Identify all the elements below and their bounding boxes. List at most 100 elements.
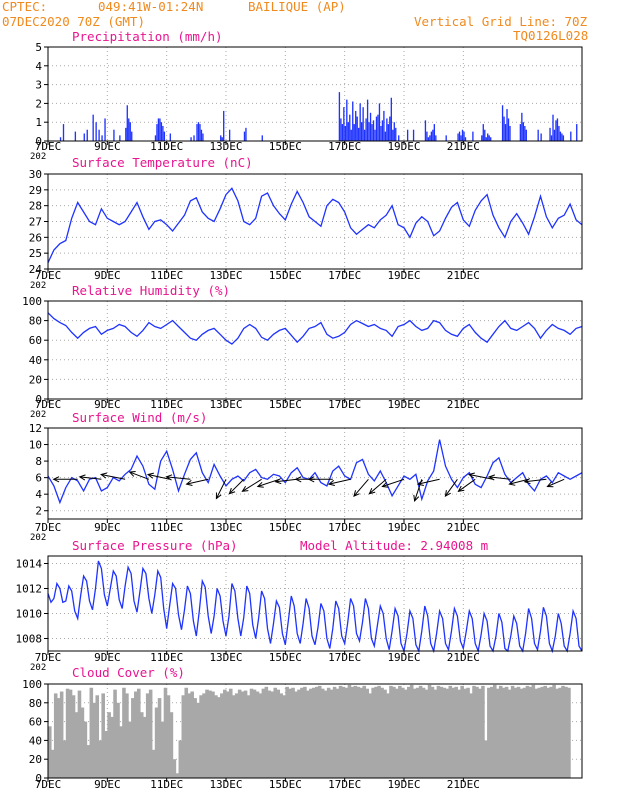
cloud-bar [353,685,358,778]
cloud-bar [362,685,367,778]
cloud-bar [231,695,236,778]
precip-bar [343,107,345,141]
cloud-bar [226,691,230,778]
wind-vector [458,478,476,492]
header-source: CPTEC: [2,0,48,14]
temp-xtick-label: 11DEC [150,269,183,282]
cloud-bar [119,726,123,778]
wind-vector [101,474,126,480]
cloud-bar [285,686,289,778]
cloud-bar [490,686,494,778]
wind-vector-head [523,478,531,485]
cloud-bar [243,690,248,778]
cloud-bar [71,695,76,778]
wind-vector [215,479,227,499]
precip-bar [197,122,200,141]
cloud-bar [181,695,186,778]
precip-bar [119,135,121,141]
cloud-bar [495,688,500,778]
cloud-bar [329,689,334,778]
precip-bar [196,124,198,141]
cloud-bar [107,712,111,778]
cloud-bar [184,687,189,778]
cloud-panel [44,683,583,782]
cloud-bar [291,687,295,778]
pres-xtick-label: 7DEC [35,651,62,664]
pres-xtick-label: 11DEC [150,651,183,664]
precip-bar [346,99,348,141]
wind-vector-head [78,474,86,481]
rh-frame [47,300,583,400]
pres-xtick-label: 9DEC [94,651,121,664]
cloud-bar [341,686,346,778]
cloud-ytick-label: 100 [22,678,42,691]
precip-bar [549,127,551,141]
cloud-bar [193,698,197,778]
pres-annotation: Model Altitude: 2.94008 m [300,538,488,553]
precip-bar [157,118,160,141]
precip-bar [366,99,369,141]
cloud-bar [208,690,212,778]
cloud-bar [65,688,70,778]
precip-bar [355,110,357,141]
wind-xtick-label: 15DEC [269,521,302,534]
precip-bar [484,129,486,141]
precip-bar [349,114,351,141]
rh-xtick-label: 7DEC [35,398,62,411]
wind-vector-head [416,479,424,486]
cloud-bar [457,689,461,778]
wind-vector-head [52,476,60,483]
temp-xtick-label: 15DEC [269,269,302,282]
precip-bar [340,118,342,141]
cloud-bar [380,687,384,778]
cloud-bar [543,685,547,778]
precip-bar [395,127,397,141]
wind-vector-head [546,481,554,488]
precip-bar [430,131,433,141]
cloud-bar [255,691,260,778]
rh-xtick-label: 15DEC [269,398,302,411]
cloud-bar [205,689,209,778]
precip-bar [460,135,462,141]
wind-xtick-label: 13DEC [209,521,242,534]
rh-xtick-label: 17DEC [328,398,361,411]
precip-bar [427,137,430,141]
cloud-bar [451,687,456,778]
precip-bar [406,129,409,141]
cloud-bar [261,688,266,778]
precip-bar [243,131,246,141]
wind-vector [79,476,102,480]
precip-bar [561,133,563,141]
wind-vector-head [256,481,264,488]
precip-bar [128,118,130,141]
cloud-bar [300,687,304,778]
wind-ytick-label: 4 [35,488,42,501]
cloud-bar [401,687,405,778]
precip-bar [501,105,504,141]
precip-bar [503,116,505,141]
precip-bar [347,122,349,141]
precip-bar [358,127,360,141]
wind-vector [242,478,262,492]
precip-bar [487,133,489,141]
precip-bar [445,135,447,141]
cloud-bar [347,684,352,778]
wind-vector [489,476,511,480]
cloud-bar [350,686,355,778]
pres-xtick-label: 17DEC [328,651,361,664]
precip-bar [369,112,372,141]
precip-xtick-label: 7DEC [35,140,62,153]
cloud-bar [86,745,91,778]
pres-xtick-label: 13DEC [209,651,242,664]
cloud-bar [211,691,215,778]
cloud-bar [228,688,233,778]
precip-bar [481,135,483,141]
precip-bar [464,137,467,141]
wind-panel [44,427,583,523]
cloud-bar [389,685,393,778]
cloud-bar [395,688,399,778]
cloud-ytick-label: 40 [29,734,42,747]
cloud-bar [223,689,227,778]
precip-bar [190,137,192,141]
precip-bar [245,127,247,141]
